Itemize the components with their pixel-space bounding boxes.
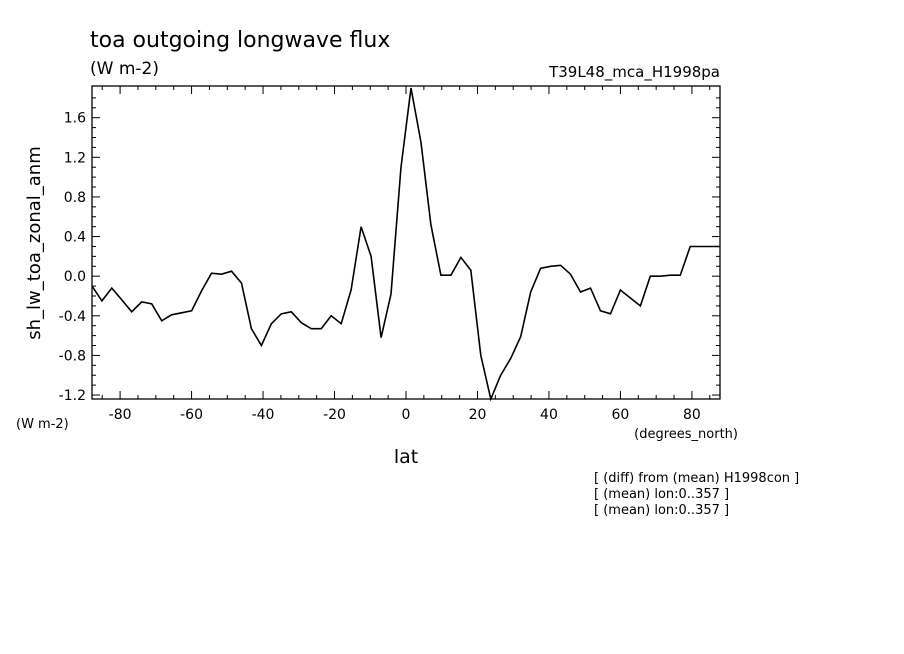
x-axis-units: (degrees_north) bbox=[634, 427, 738, 442]
y-axis-label: sh_lw_toa_zonal_anm bbox=[24, 146, 45, 339]
x-tick-label: 40 bbox=[540, 407, 558, 423]
chart-subtitle: (W m-2) bbox=[90, 59, 159, 79]
chart-title: toa outgoing longwave flux bbox=[90, 28, 390, 53]
y-axis-ticks: -1.2 -0.8 -0.4 0.0 0.4 0.8 1.2 1.6 bbox=[59, 97, 720, 404]
y-tick-label: 0.4 bbox=[64, 230, 86, 246]
y-tick-label: -1.2 bbox=[59, 388, 86, 404]
y-tick-label: -0.8 bbox=[59, 348, 86, 364]
y-tick-label: -0.4 bbox=[59, 309, 86, 325]
x-axis-ticks: -80 -60 -40 -20 0 20 40 60 80 bbox=[101, 86, 711, 423]
y-tick-label: 1.6 bbox=[64, 111, 86, 127]
note-diff: [ (diff) from (mean) H1998con ] bbox=[594, 471, 799, 486]
note-mean-lon-2: [ (mean) lon:0..357 ] bbox=[594, 503, 729, 518]
note-mean-lon-1: [ (mean) lon:0..357 ] bbox=[594, 487, 729, 502]
y-tick-label: 0.0 bbox=[64, 269, 86, 285]
y-axis-units: (W m-2) bbox=[16, 417, 69, 432]
x-axis-label: lat bbox=[394, 446, 418, 468]
x-tick-label: -40 bbox=[252, 407, 275, 423]
run-label: T39L48_mca_H1998pa bbox=[548, 63, 720, 82]
x-tick-label: 20 bbox=[469, 407, 487, 423]
data-series-line bbox=[91, 87, 720, 402]
y-tick-label: 0.8 bbox=[64, 190, 86, 206]
x-tick-label: 80 bbox=[683, 407, 701, 423]
x-tick-label: -80 bbox=[109, 407, 132, 423]
x-tick-label: 60 bbox=[612, 407, 630, 423]
x-tick-label: -20 bbox=[323, 407, 346, 423]
y-tick-label: 1.2 bbox=[64, 150, 86, 166]
x-tick-label: -60 bbox=[180, 407, 203, 423]
x-tick-label: 0 bbox=[402, 407, 411, 423]
